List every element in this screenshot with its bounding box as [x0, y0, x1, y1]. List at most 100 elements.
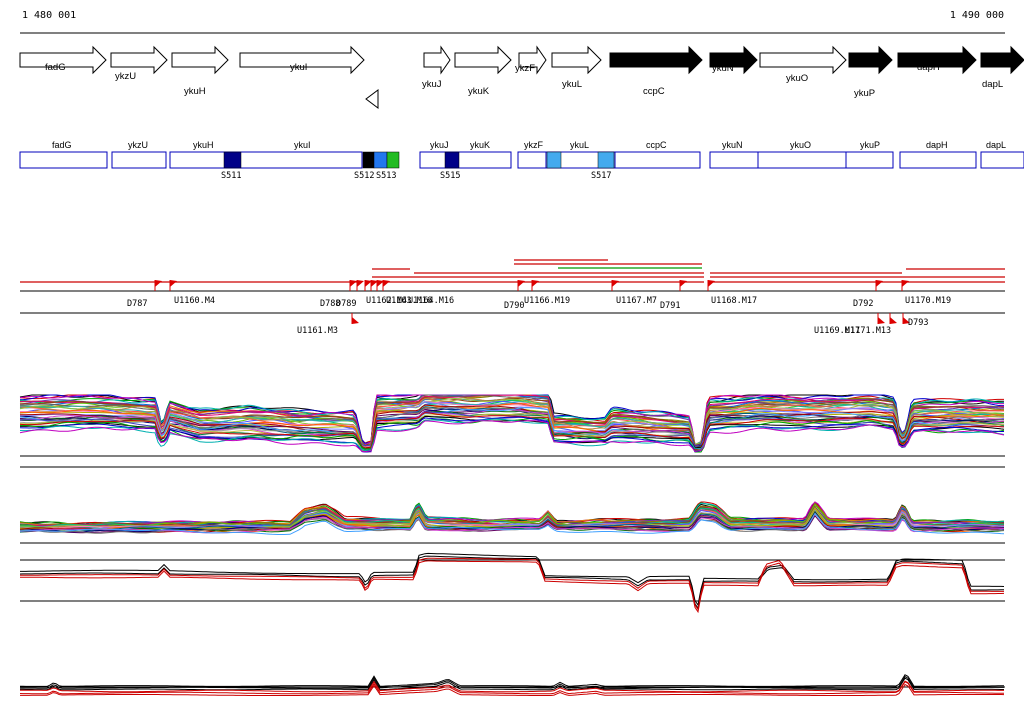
gene-arrow-ykuO[interactable] — [759, 45, 847, 75]
gene-arrow-ykuL[interactable] — [551, 45, 602, 75]
segment-label: S513 — [376, 171, 396, 181]
profile-panel-two-conditions — [19, 552, 1005, 614]
expression-profile-line — [19, 420, 1005, 453]
unit-gene-label: ykzU — [128, 140, 148, 150]
break-marker-flag[interactable] — [902, 280, 909, 287]
gene-arrow-ykuN[interactable] — [709, 45, 758, 75]
gene-label: dapL — [982, 79, 1003, 90]
gene-arrow-ykzU[interactable] — [110, 45, 168, 75]
marker-label: U1162.M4 — [366, 296, 407, 306]
break-marker-flag[interactable] — [352, 317, 359, 324]
marker-label: U1163.M16 — [386, 296, 432, 306]
expression-profile-line — [20, 397, 1005, 448]
transcription-unit-box[interactable] — [419, 151, 512, 169]
unit-gene-label: fadG — [52, 140, 72, 150]
gene-label: fadG — [45, 62, 66, 73]
gene-arrow-dapH[interactable] — [897, 45, 977, 75]
segment-block[interactable] — [597, 151, 615, 169]
expression-profile-line — [20, 560, 1005, 614]
gene-arrow-ykuH[interactable] — [171, 45, 229, 75]
segment-block[interactable] — [444, 151, 460, 169]
break-marker-flag[interactable] — [350, 280, 357, 287]
gene-arrow-fadG[interactable] — [19, 45, 107, 75]
profile-panel-baseline-conditions — [19, 674, 1005, 696]
segment-block[interactable] — [362, 151, 375, 169]
transcription-unit-box[interactable] — [980, 151, 1024, 169]
segment-block[interactable] — [373, 151, 388, 169]
segment-block[interactable] — [223, 151, 242, 169]
gene-label: ykuN — [712, 63, 734, 74]
gene-label: dapH — [917, 62, 940, 73]
expression-profile-line — [19, 555, 1004, 610]
profile-panel-condition-subset — [19, 501, 1005, 544]
expression-profile-line — [19, 512, 1005, 534]
break-marker-flag[interactable] — [878, 317, 885, 324]
break-marker-flag[interactable] — [357, 280, 364, 287]
marker-label: D788 — [320, 299, 340, 309]
unit-gene-label: ykuN — [722, 140, 743, 150]
expression-profile-line — [19, 412, 1005, 451]
gene-label: ykzU — [115, 71, 136, 82]
expression-profile-line — [20, 677, 1004, 691]
reverse-gene-arrow[interactable] — [365, 89, 379, 109]
unit-track: fadG ykzU ykuH ykuI ykuJ ykuK ykzF ykuL ccpC ykuN… — [19, 140, 1024, 181]
transcription-unit-box[interactable] — [169, 151, 363, 169]
unit-gene-label: ykuI — [294, 140, 311, 150]
transcription-unit-box[interactable] — [899, 151, 977, 169]
break-marker-flag[interactable] — [170, 280, 177, 287]
gene-track: fadG ykzU ykuH ykuI ykuJ ykuK ykzF ykuL ccpC ykuN… — [19, 45, 1024, 109]
marker-label: D787 — [127, 299, 147, 309]
expression-profile-line — [19, 512, 1005, 533]
break-marker-flag[interactable] — [903, 317, 910, 324]
transcription-unit-box[interactable] — [111, 151, 167, 169]
expression-profile-line — [19, 512, 1005, 535]
break-marker-flag[interactable] — [680, 280, 687, 287]
break-marker-flag[interactable] — [612, 280, 619, 287]
marker-label: D793 — [908, 318, 928, 328]
gene-label: ykuL — [562, 79, 582, 90]
expression-profile-line — [20, 557, 1004, 611]
marker-label: U1169.M17 — [814, 326, 860, 336]
break-marker-flag[interactable] — [377, 280, 384, 287]
gene-arrow-ykuJ[interactable] — [423, 45, 451, 75]
gene-arrow-dapL[interactable] — [980, 45, 1024, 75]
gene-arrow-ykuP[interactable] — [848, 45, 893, 75]
unit-gene-label: ykuP — [860, 140, 880, 150]
segment-label: S512 — [354, 171, 374, 181]
expression-profile-line — [19, 416, 1004, 453]
break-marker-flag[interactable] — [365, 280, 372, 287]
expression-profile-line — [19, 394, 1004, 450]
marker-label: U1170.M19 — [905, 296, 951, 306]
expression-profile-line — [20, 680, 1004, 693]
transcription-unit-box[interactable] — [19, 151, 108, 169]
coordinate-end: 1 490 000 — [949, 10, 1004, 21]
break-marker-flag[interactable] — [876, 280, 883, 287]
gene-arrow-ykuI[interactable] — [239, 45, 365, 75]
break-marker-flag[interactable] — [708, 280, 715, 287]
gene-arrow-ccpC[interactable] — [609, 45, 703, 75]
segment-block[interactable] — [386, 151, 400, 169]
transcription-unit-box[interactable] — [709, 151, 894, 169]
profile-panel-all-conditions — [19, 394, 1005, 468]
break-marker-flag[interactable] — [155, 280, 162, 287]
expression-profile-line — [20, 675, 1004, 689]
expression-profile-line — [20, 552, 1005, 607]
marker-label: U1167.M7 — [616, 296, 657, 306]
unit-gene-label: ccpC — [646, 140, 667, 150]
gene-arrow-ykzF[interactable] — [518, 45, 547, 75]
expression-profile-line — [19, 681, 1004, 695]
break-marker-flag[interactable] — [518, 280, 525, 287]
gene-label: ykuH — [184, 86, 206, 97]
gene-arrow-ykuK[interactable] — [454, 45, 512, 75]
marker-label: U1161.M3 — [297, 326, 338, 336]
unit-gene-label: ykuK — [470, 140, 490, 150]
break-marker-flag[interactable] — [371, 280, 378, 287]
expression-profile-line — [19, 501, 1005, 527]
break-marker-flag[interactable] — [383, 280, 390, 287]
gene-label: ykuK — [468, 86, 490, 97]
break-marker-flag[interactable] — [532, 280, 539, 287]
break-marker-flag[interactable] — [890, 317, 897, 324]
segment-block[interactable] — [546, 151, 562, 169]
